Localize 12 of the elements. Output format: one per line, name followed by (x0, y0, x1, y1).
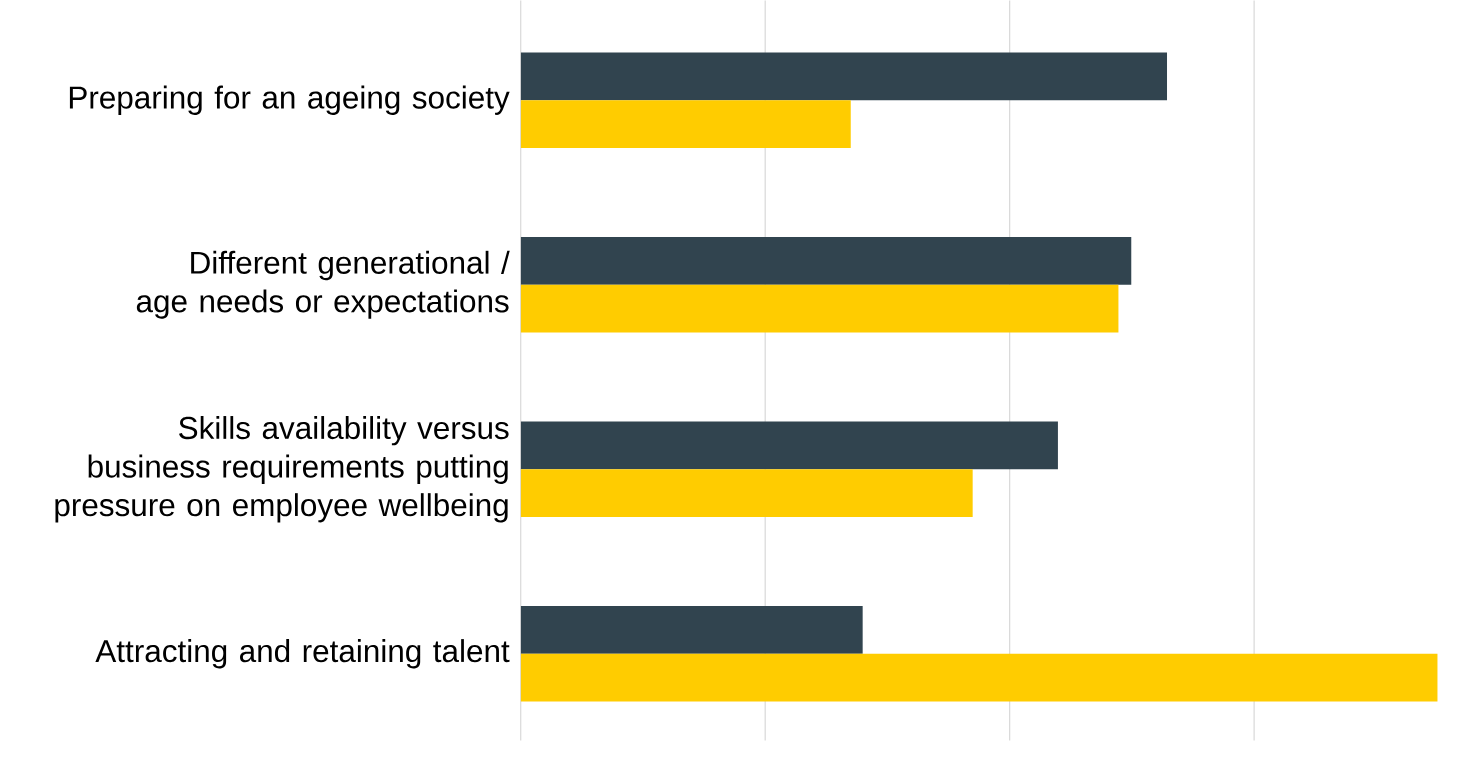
bar (520, 284, 1119, 333)
y-tick-label: Preparing for an ageing society (69, 85, 510, 115)
bar (520, 606, 863, 654)
y-tick-label: Different generational / age needs or expectations (136, 250, 510, 319)
bar (520, 653, 1438, 702)
bar (520, 237, 1132, 285)
y-tick-label: Attracting and retaining talent (95, 639, 510, 669)
y-tick-label: Skills availability versus business requirements putting pressure on employee wellbeing (55, 416, 509, 523)
bar (520, 52, 1168, 101)
bar (520, 421, 1058, 470)
bar (520, 469, 973, 518)
bar (520, 100, 851, 149)
